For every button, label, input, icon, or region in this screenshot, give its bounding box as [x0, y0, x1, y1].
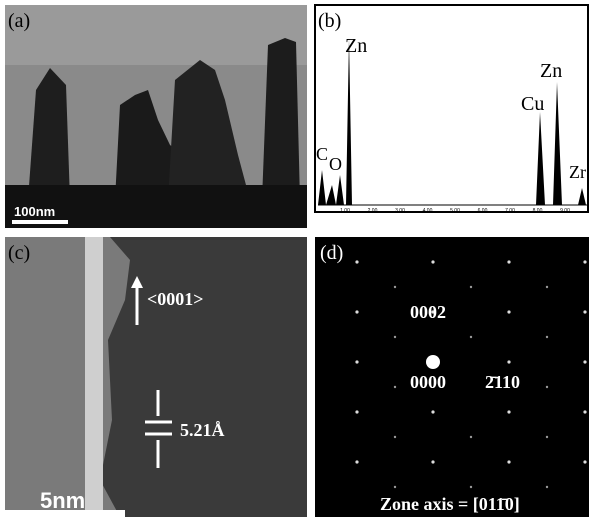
- spot: [507, 260, 510, 263]
- spot: [394, 386, 396, 388]
- spot-label: 0000: [410, 372, 446, 392]
- spot: [546, 386, 548, 388]
- spot: [394, 486, 396, 488]
- spot: [355, 410, 358, 413]
- spot: [546, 436, 548, 438]
- peak-label: Zn: [540, 60, 562, 82]
- x-tick-label: 3.00: [395, 208, 405, 214]
- spot: [355, 260, 358, 263]
- panel-b: (b) C O Zn Cu Zn Zr 1.00 2.00 3.00 4.00 5.00…: [315, 5, 588, 214]
- spot: [355, 460, 358, 463]
- panel-label: (a): [8, 10, 30, 32]
- x-tick-label: 2.00: [368, 208, 378, 214]
- spot: [583, 460, 586, 463]
- spot: [546, 486, 548, 488]
- spot: [431, 460, 434, 463]
- x-tick-label: 4.00: [423, 208, 433, 214]
- spot: [431, 410, 434, 413]
- spot: [583, 260, 586, 263]
- spot: [470, 336, 472, 338]
- page: {"panels": [ {"label": "(a)", "scale_bar…: [0, 0, 589, 517]
- peak-label: Zr: [569, 162, 586, 182]
- scale-label: 100nm: [14, 204, 55, 219]
- spot-label: 2̄110: [485, 372, 520, 392]
- panel-label: (b): [318, 10, 341, 32]
- spot: [394, 336, 396, 338]
- direction-label: <0001>: [147, 289, 204, 309]
- spot: [583, 410, 586, 413]
- zone-axis: Zone axis = [011̄0]: [380, 494, 520, 514]
- peak-label: O: [329, 154, 342, 174]
- x-tick-label: 8.00: [533, 208, 543, 214]
- spot: [394, 436, 396, 438]
- edge: [85, 237, 103, 517]
- spot: [583, 360, 586, 363]
- spot: [431, 260, 434, 263]
- spot: [546, 286, 548, 288]
- peak-label: Cu: [521, 93, 544, 115]
- spot: [355, 310, 358, 313]
- spot: [507, 460, 510, 463]
- peak-label: Zn: [345, 35, 367, 57]
- panel-d: (d) 0002 0000 2̄110 Zone axis = [011̄0]: [315, 237, 589, 517]
- x-tick-label: 6.00: [478, 208, 488, 214]
- spot: [394, 286, 396, 288]
- spot: [470, 436, 472, 438]
- panel-c: (c) <0001> 5.21Å 5nm: [5, 237, 307, 517]
- spacing-label: 5.21Å: [180, 420, 225, 440]
- spot: [583, 310, 586, 313]
- sem-background: [5, 5, 307, 65]
- spot: [507, 310, 510, 313]
- spot: [355, 360, 358, 363]
- panel-a: (a) 100nm: [5, 5, 307, 228]
- x-tick-label: 5.00: [450, 208, 460, 214]
- figure: (a) 100nm (b) C O Zn Cu Zn Zr 1.00 2.00 3.…: [0, 0, 589, 517]
- spot: [470, 286, 472, 288]
- spot-label: 0002: [410, 302, 446, 322]
- x-tick-label: 1.00: [340, 208, 350, 214]
- diffraction-pattern: [315, 237, 589, 517]
- panel-label: (c): [8, 242, 30, 264]
- peak-label: C: [316, 144, 328, 164]
- x-tick-label: 7.00: [505, 208, 515, 214]
- scale-label: 5nm: [40, 488, 85, 513]
- spot: [507, 360, 510, 363]
- nanopillar: [262, 38, 300, 200]
- spot: [546, 336, 548, 338]
- central-spot: [426, 355, 440, 369]
- spot: [470, 486, 472, 488]
- x-ticks: 1.00 2.00 3.00 4.00 5.00 6.00 7.00 8.00 9.00: [340, 208, 570, 214]
- panel-label: (d): [320, 242, 343, 264]
- spot: [507, 410, 510, 413]
- x-tick-label: 9.00: [560, 208, 570, 214]
